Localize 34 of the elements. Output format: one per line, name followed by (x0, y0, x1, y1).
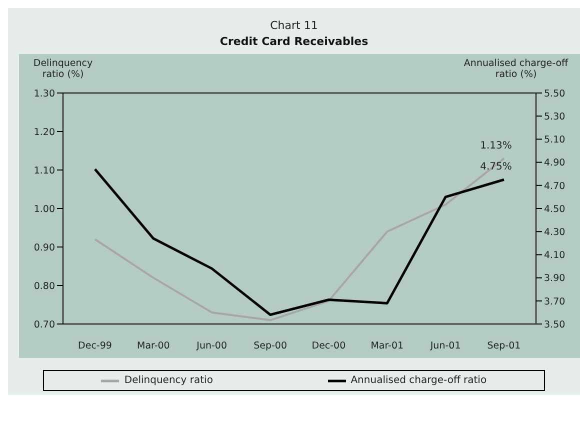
y2-tick-label: 5.30 (544, 111, 566, 122)
y-tick-label: 1.00 (34, 204, 55, 215)
x-tick-label: Sep-01 (487, 340, 521, 352)
legend-label: Delinquency ratio (123, 375, 213, 386)
x-tick-label: Sep-00 (254, 340, 287, 352)
y-tick-label: 1.20 (34, 126, 55, 138)
y-axis-title: Delinquency ratio (%) (32, 58, 94, 82)
y2-tick-label: 3.90 (544, 273, 566, 284)
y2-tick-label: 4.10 (544, 250, 566, 262)
y2-tick-label: 5.10 (544, 134, 566, 146)
y-tick-label: 1.30 (34, 88, 55, 100)
y2-tick-label: 3.70 (544, 296, 566, 308)
x-tick-label: Mar-00 (137, 340, 170, 352)
x-tick-label: Jun-01 (429, 340, 461, 352)
chart-subtitle: Credit Card Receivables (218, 35, 370, 48)
chart-title: Chart 11 (269, 19, 319, 32)
y-tick-label: 0.70 (34, 319, 55, 330)
legend-label: Annualised charge-off ratio (350, 375, 487, 386)
y-tick-label: 1.10 (34, 165, 55, 176)
x-tick-label: Dec-99 (78, 340, 112, 352)
y-tick-label: 0.90 (34, 242, 55, 254)
y2-tick-label: 3.50 (544, 319, 566, 330)
y2-tick-label: 4.90 (544, 158, 566, 169)
y2-tick-label: 5.50 (544, 88, 566, 100)
y2-tick-label: 4.70 (544, 180, 566, 192)
data-label: 4.75% (480, 162, 512, 173)
x-tick-label: Dec-00 (312, 340, 346, 352)
x-tick-label: Mar-01 (370, 340, 404, 352)
y2-axis-title: Annualised charge-off ratio (%) (462, 58, 570, 82)
x-tick-label: Jun-00 (196, 340, 228, 352)
y2-tick-label: 4.50 (544, 204, 566, 215)
data-label: 1.13% (480, 140, 512, 152)
y2-tick-label: 4.30 (544, 226, 566, 238)
y-tick-label: 0.80 (34, 280, 55, 292)
